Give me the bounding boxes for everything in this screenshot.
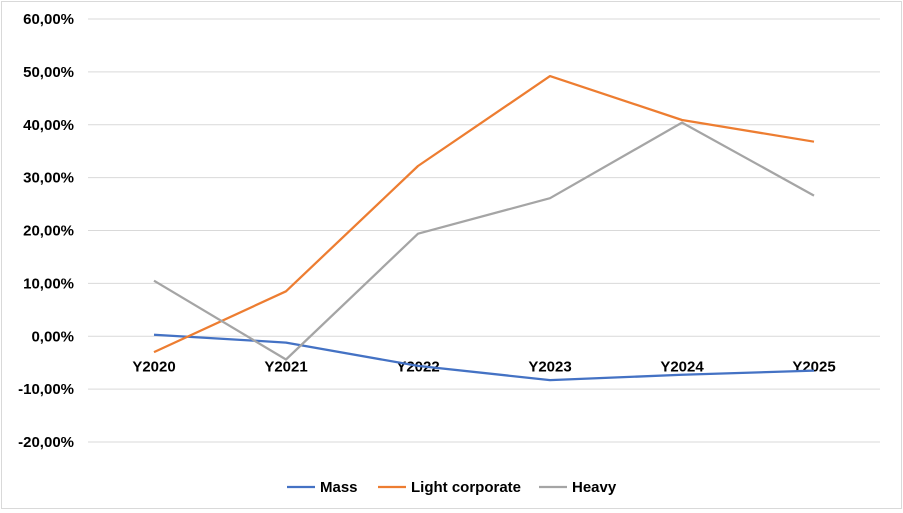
series-lines bbox=[153, 74, 815, 382]
x-tick-label: Y2020 bbox=[132, 358, 175, 375]
y-tick-label: 10,00% bbox=[23, 275, 74, 292]
legend: Mass Light corporate Heavy bbox=[287, 479, 617, 496]
y-tick-label: 60,00% bbox=[23, 11, 74, 28]
y-tick-label: -10,00% bbox=[18, 381, 74, 398]
x-tick-label: Y2025 bbox=[792, 358, 835, 375]
legend-label: Mass bbox=[320, 479, 358, 496]
y-axis-tick-labels: 60,00% 50,00% 40,00% 30,00% 20,00% 10,00% 0,00… bbox=[18, 11, 74, 451]
x-tick-label: Y2024 bbox=[660, 358, 704, 375]
legend-label: Heavy bbox=[572, 479, 617, 496]
x-tick-label: Y2021 bbox=[264, 358, 307, 375]
y-tick-label: 40,00% bbox=[23, 117, 74, 134]
series-line-light-corporate bbox=[153, 74, 815, 354]
y-tick-label: 50,00% bbox=[23, 64, 74, 81]
y-tick-label: 0,00% bbox=[31, 328, 74, 345]
y-tick-label: 20,00% bbox=[23, 223, 74, 240]
legend-label: Light corporate bbox=[411, 479, 521, 496]
series-line-mass bbox=[153, 333, 815, 382]
y-tick-label: 30,00% bbox=[23, 170, 74, 187]
y-tick-label: -20,00% bbox=[18, 434, 74, 451]
x-tick-label: Y2023 bbox=[528, 358, 571, 375]
series-line-heavy bbox=[153, 121, 815, 361]
gridlines bbox=[88, 18, 880, 443]
